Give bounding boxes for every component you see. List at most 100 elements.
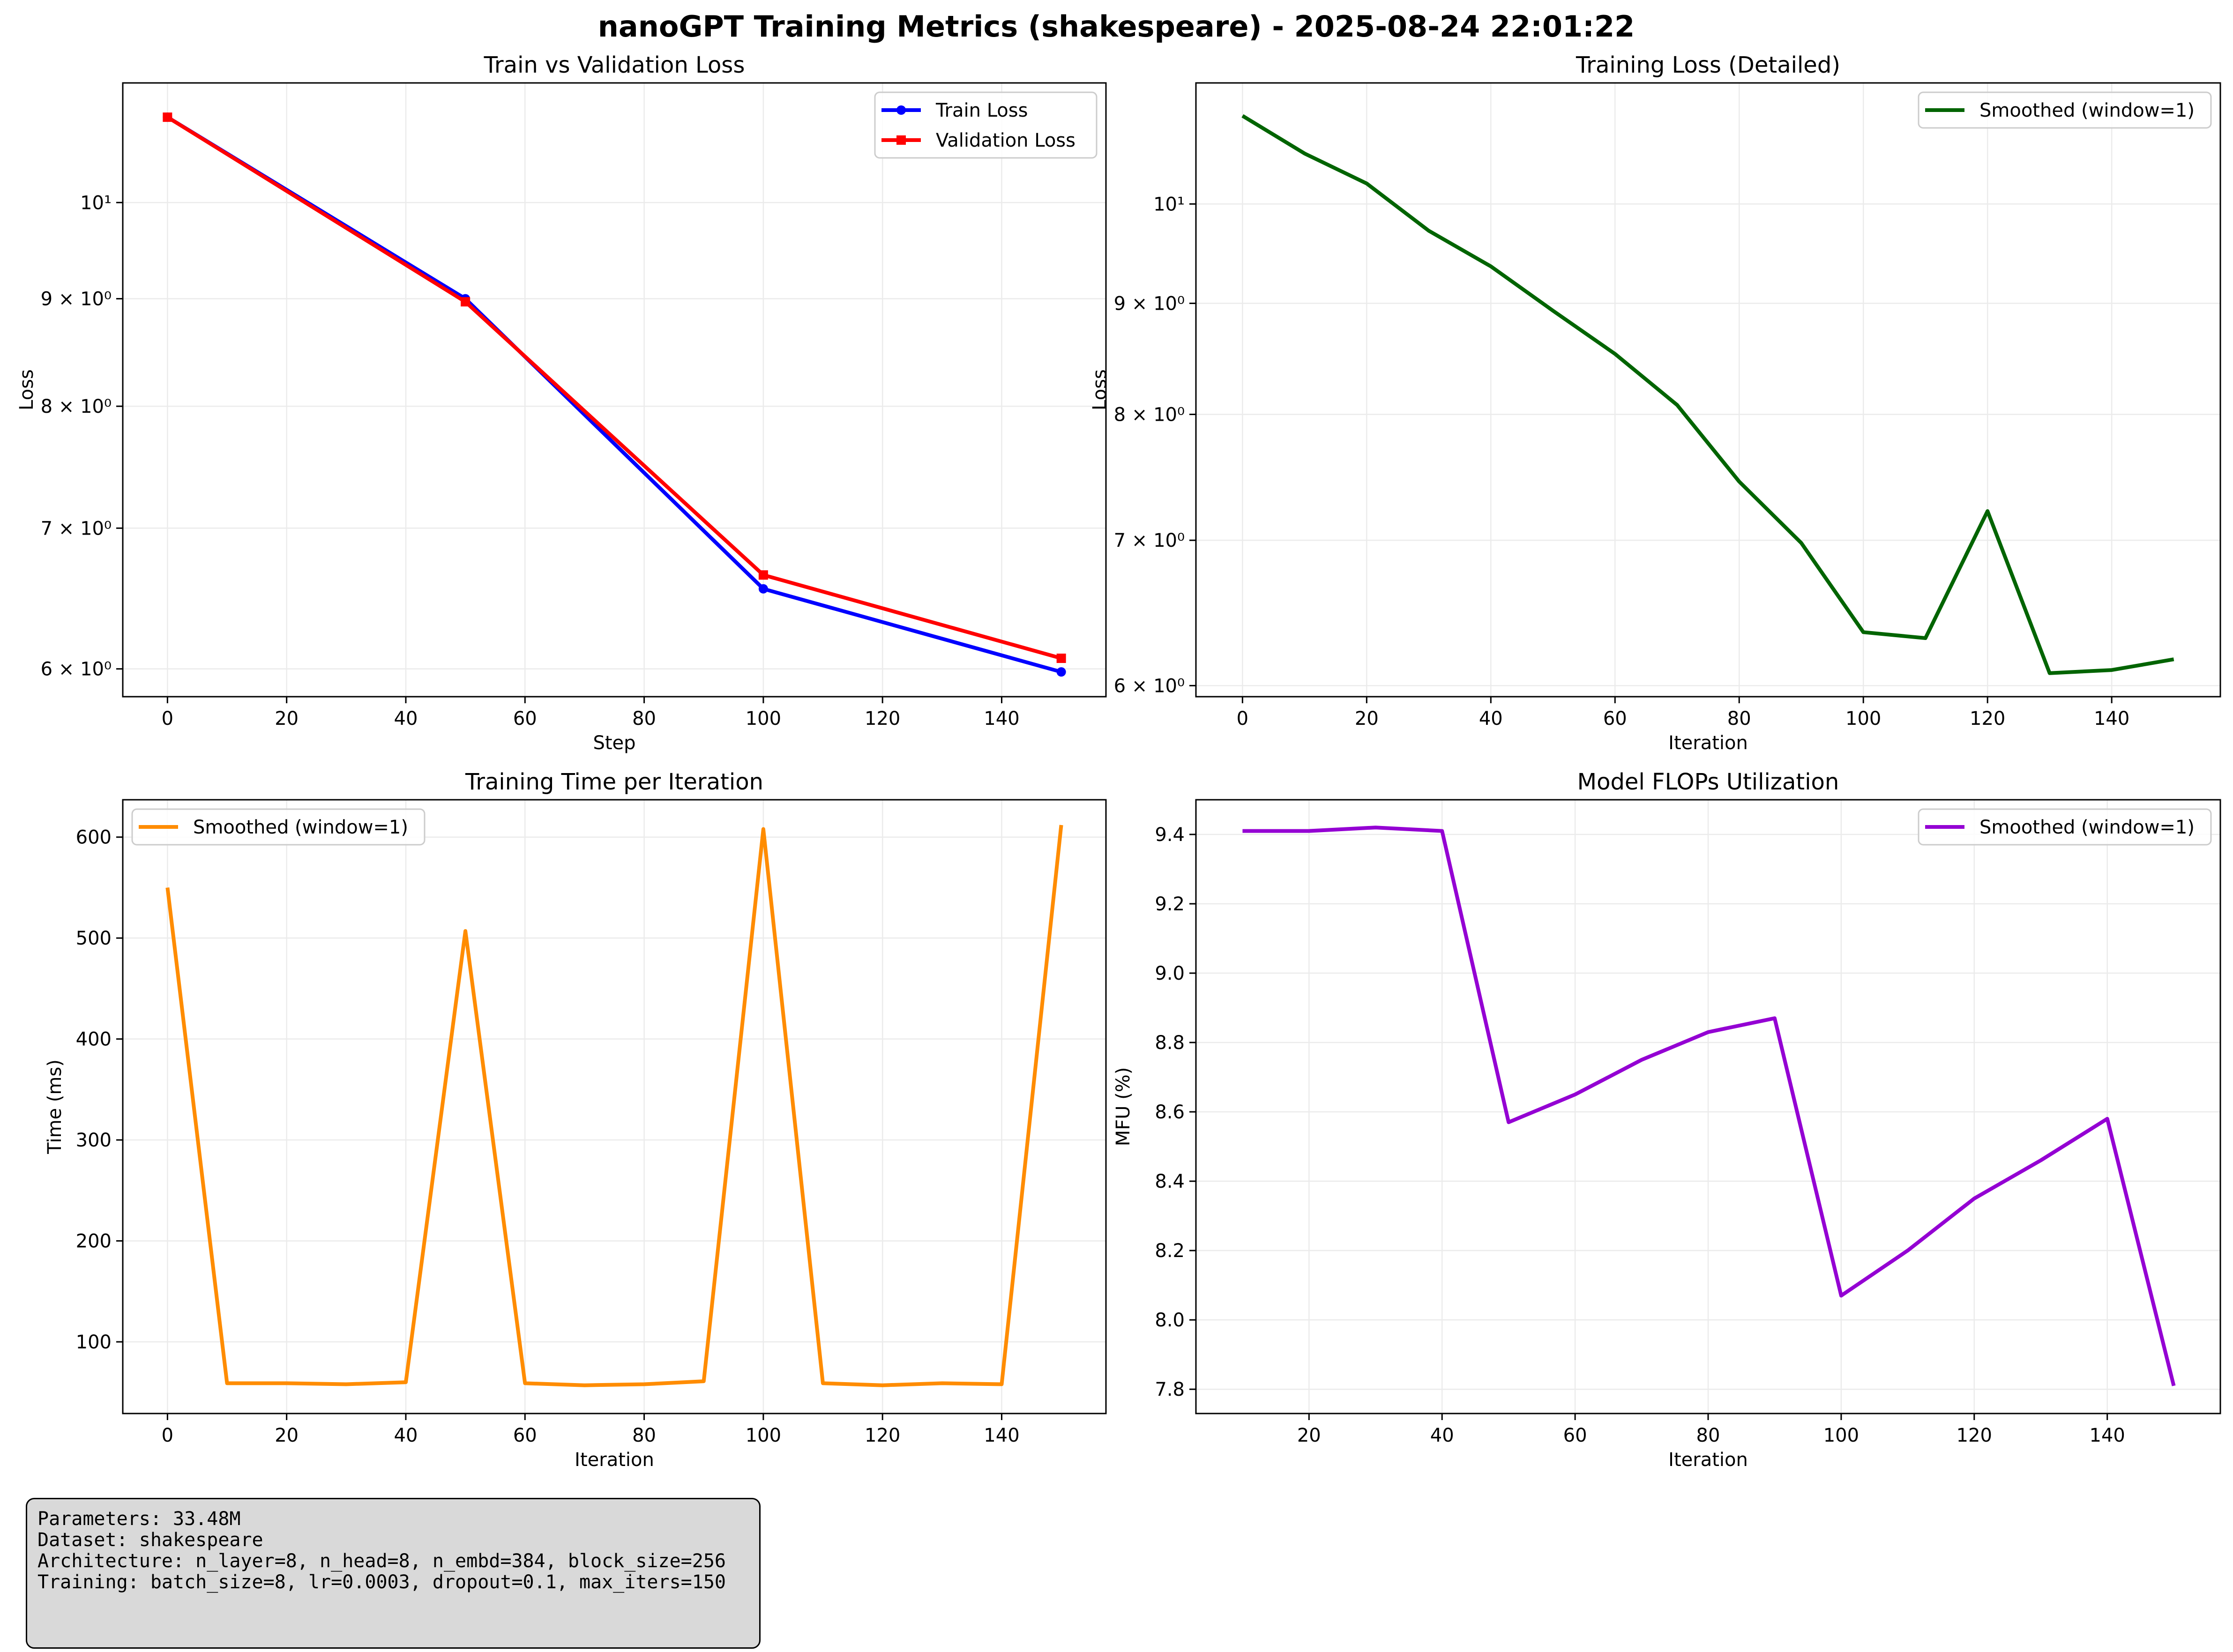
model-info-box: Parameters: 33.48M Dataset: shakespeare … (26, 1498, 761, 1649)
data-point-1 (163, 112, 172, 122)
y-tick-label: 8.2 (1155, 1240, 1185, 1262)
x-tick-label: 20 (1297, 1425, 1321, 1446)
chart-legend: Smoothed (window=1) (1918, 91, 2212, 129)
y-tick-label: 6 × 10⁰ (41, 659, 112, 680)
x-axis-label: Iteration (1668, 1449, 1748, 1471)
y-tick-label: 8 × 10⁰ (41, 396, 112, 417)
x-tick-label: 0 (1237, 708, 1248, 729)
chart-legend: Smoothed (window=1) (131, 808, 426, 846)
y-tick-label: 9.4 (1155, 824, 1185, 846)
x-tick-label: 140 (2090, 1425, 2125, 1446)
x-tick-label: 80 (632, 708, 656, 729)
legend-marker (896, 105, 906, 115)
x-tick-label: 40 (1430, 1425, 1454, 1446)
chart-title: Training Time per Iteration (465, 769, 763, 795)
info-dataset: Dataset: shakespeare (37, 1529, 263, 1551)
y-tick-label: 200 (76, 1231, 112, 1252)
y-tick-label: 7 × 10⁰ (1114, 530, 1185, 551)
data-point-0 (758, 584, 768, 594)
x-tick-label: 60 (513, 708, 537, 729)
info-training: Training: batch_size=8, lr=0.0003, dropo… (37, 1571, 726, 1593)
x-tick-label: 140 (2094, 708, 2129, 729)
series-line-1 (166, 115, 1062, 660)
figure-suptitle: nanoGPT Training Metrics (shakespeare) -… (598, 9, 1635, 44)
y-tick-label: 100 (76, 1332, 112, 1353)
legend-frame (874, 91, 1098, 159)
legend-marker (896, 135, 906, 145)
y-tick-label: 600 (76, 827, 112, 848)
x-tick-label: 120 (1970, 708, 2005, 729)
x-tick-label: 40 (394, 1425, 418, 1446)
y-tick-label: 8.0 (1155, 1310, 1185, 1331)
legend-entry-label: Smoothed (window=1) (193, 817, 408, 838)
y-axis-label: Loss (16, 369, 37, 410)
y-axis-label: MFU (%) (1113, 1067, 1134, 1146)
x-tick-label: 120 (865, 1425, 900, 1446)
x-tick-label: 20 (275, 1425, 299, 1446)
chart-mfu: 20 40 60 80 100 120 140 7.8 8.0 8.2 8.4 8.6 8.8 9.0 9.… (1113, 769, 2221, 1471)
data-point-0 (1056, 667, 1066, 677)
x-tick-label: 100 (1845, 708, 1881, 729)
y-tick-label: 7 × 10⁰ (41, 518, 112, 539)
x-tick-label: 120 (1957, 1425, 1992, 1446)
x-tick-label: 60 (1563, 1425, 1587, 1446)
y-tick-label: 9.0 (1155, 963, 1185, 984)
y-tick-label: 6 × 10⁰ (1114, 675, 1185, 697)
axes-frame (122, 799, 1107, 1414)
legend-frame (1918, 91, 2212, 129)
legend-entry-label: Smoothed (window=1) (1979, 100, 2195, 121)
x-tick-label: 100 (1823, 1425, 1859, 1446)
y-tick-label: 10¹ (1153, 193, 1185, 215)
charts-group: 0 20 40 60 80 100 120 140 6 × 10⁰ 7 × 10⁰ 8 × 10⁰ 9… (16, 52, 2221, 1471)
data-point-1 (1056, 654, 1066, 663)
x-tick-label: 40 (394, 708, 418, 729)
x-axis-label: Iteration (575, 1449, 654, 1471)
y-tick-label: 7.8 (1155, 1379, 1185, 1400)
series-line-0 (1241, 114, 2174, 675)
chart-title: Training Loss (Detailed) (1576, 52, 1840, 78)
chart-legend: Train Loss Validation Loss (874, 91, 1098, 159)
chart-legend: Smoothed (window=1) (1918, 808, 2212, 846)
info-parameters: Parameters: 33.48M (37, 1508, 241, 1530)
y-axis-label: Time (ms) (44, 1059, 66, 1154)
chart-title: Model FLOPs Utilization (1577, 769, 1839, 795)
y-tick-label: 400 (76, 1029, 112, 1050)
x-tick-label: 80 (632, 1425, 656, 1446)
x-axis-label: Step (593, 732, 635, 754)
legend-frame (131, 808, 426, 846)
series-line-0 (1242, 826, 2176, 1386)
y-tick-label: 9 × 10⁰ (41, 289, 112, 310)
chart-title: Train vs Validation Loss (484, 52, 745, 78)
x-tick-label: 60 (513, 1425, 537, 1446)
chart-train-loss-detailed: 0 20 40 60 80 100 120 140 6 × 10⁰ 7 × 10⁰ 8 × 10⁰ 9… (1089, 52, 2221, 754)
y-axis-label: Loss (1089, 369, 1111, 410)
info-architecture: Architecture: n_layer=8, n_head=8, n_emb… (37, 1550, 726, 1572)
x-tick-label: 20 (1355, 708, 1379, 729)
y-tick-label: 8.4 (1155, 1171, 1185, 1192)
chart-train-val-loss: 0 20 40 60 80 100 120 140 6 × 10⁰ 7 × 10⁰ 8 × 10⁰ 9… (16, 52, 1107, 754)
x-tick-label: 20 (275, 708, 299, 729)
y-tick-label: 500 (76, 928, 112, 949)
x-tick-label: 0 (162, 1425, 173, 1446)
data-point-1 (758, 570, 768, 580)
x-tick-label: 120 (865, 708, 900, 729)
x-tick-label: 100 (746, 1425, 781, 1446)
x-axis-label: Iteration (1668, 732, 1748, 754)
x-tick-label: 60 (1603, 708, 1627, 729)
data-point-1 (461, 297, 470, 307)
legend-entry-label: Train Loss (935, 100, 1028, 121)
x-tick-label: 80 (1727, 708, 1751, 729)
x-tick-label: 0 (162, 708, 173, 729)
legend-frame (1918, 808, 2212, 846)
legend-entry-label: Smoothed (window=1) (1979, 817, 2195, 838)
x-tick-label: 140 (984, 708, 1019, 729)
x-tick-label: 40 (1479, 708, 1503, 729)
y-tick-label: 8.8 (1155, 1032, 1185, 1054)
x-tick-label: 80 (1696, 1425, 1720, 1446)
y-tick-label: 10¹ (80, 192, 112, 214)
y-tick-label: 9.2 (1155, 893, 1185, 915)
series-line-0 (165, 825, 1063, 1387)
y-tick-label: 8.6 (1155, 1101, 1185, 1123)
axes-frame (1195, 82, 2221, 698)
